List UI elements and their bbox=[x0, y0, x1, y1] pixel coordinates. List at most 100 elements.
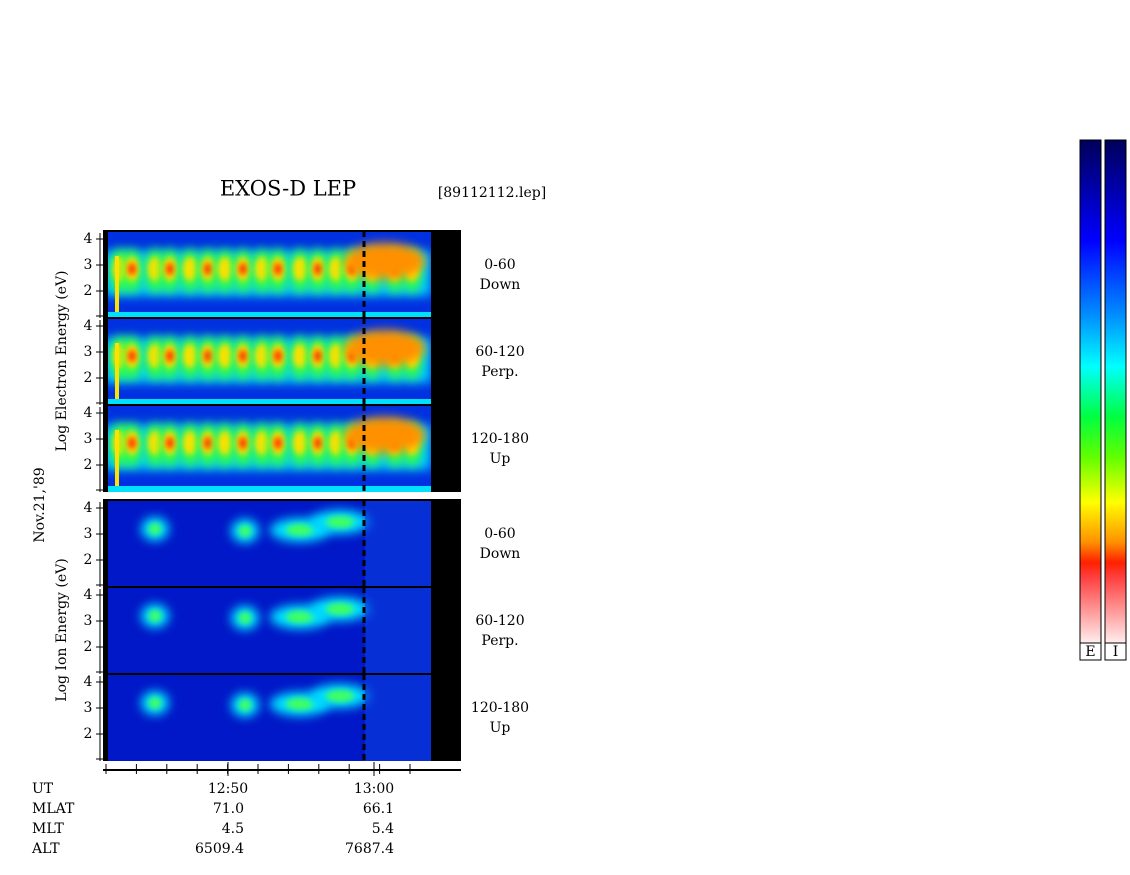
blob bbox=[183, 431, 197, 455]
spike bbox=[115, 256, 119, 316]
ephemeris-value: 6509.4 bbox=[195, 841, 244, 857]
blob bbox=[218, 344, 232, 368]
blob bbox=[149, 697, 161, 709]
spike bbox=[103, 405, 108, 492]
ephemeris-value: 5.4 bbox=[372, 821, 394, 837]
blob bbox=[274, 437, 282, 449]
blob bbox=[239, 263, 247, 275]
colorbar-label: E bbox=[1085, 644, 1095, 660]
blob bbox=[314, 350, 322, 362]
blob bbox=[128, 263, 136, 275]
blob bbox=[345, 243, 425, 279]
panel-range: 120-180 bbox=[471, 431, 529, 447]
blob bbox=[255, 344, 269, 368]
blob bbox=[255, 431, 269, 455]
spectrogram bbox=[103, 231, 431, 318]
blob bbox=[345, 417, 425, 453]
blob bbox=[149, 610, 161, 622]
right-region bbox=[365, 500, 431, 587]
panel-range: 60-120 bbox=[475, 613, 524, 629]
spectrogram bbox=[103, 318, 431, 405]
y-tick-label: 2 bbox=[84, 370, 93, 386]
blob bbox=[326, 690, 354, 702]
spike bbox=[103, 231, 108, 318]
panel-range: 120-180 bbox=[471, 700, 529, 716]
blob bbox=[204, 263, 212, 275]
ephemeris-value: 66.1 bbox=[363, 801, 394, 817]
blob bbox=[128, 437, 136, 449]
blob bbox=[166, 263, 174, 275]
blob bbox=[148, 344, 162, 368]
ephemeris-value: 7687.4 bbox=[345, 841, 394, 857]
blob bbox=[204, 437, 212, 449]
colorbar bbox=[1079, 139, 1102, 644]
blob bbox=[255, 257, 269, 281]
blob bbox=[204, 350, 212, 362]
blob bbox=[293, 431, 307, 455]
y-tick-label: 3 bbox=[84, 526, 93, 542]
ephemeris-label: ALT bbox=[31, 841, 60, 857]
x-tick-label: 13:00 bbox=[354, 781, 394, 797]
y-tick-label: 4 bbox=[84, 318, 93, 334]
blob bbox=[286, 611, 314, 623]
spectrogram bbox=[103, 500, 431, 587]
panel-range: 60-120 bbox=[475, 344, 524, 360]
blob bbox=[239, 612, 251, 624]
colorbar bbox=[1104, 139, 1127, 644]
blob bbox=[148, 257, 162, 281]
blob bbox=[326, 603, 354, 615]
right-region bbox=[365, 674, 431, 761]
y-tick-label: 2 bbox=[84, 726, 93, 742]
blob bbox=[239, 525, 251, 537]
blob bbox=[183, 257, 197, 281]
blob bbox=[218, 257, 232, 281]
spike bbox=[103, 587, 108, 674]
y-tick-label: 4 bbox=[84, 231, 93, 247]
blob bbox=[345, 330, 425, 366]
blob bbox=[326, 516, 354, 528]
ephemeris-label: UT bbox=[32, 781, 54, 797]
y-tick-label: 4 bbox=[84, 674, 93, 690]
floor bbox=[103, 399, 431, 405]
panel-direction: Up bbox=[490, 720, 511, 736]
blob bbox=[128, 350, 136, 362]
file-name: [89112112.lep] bbox=[438, 185, 546, 201]
blob bbox=[149, 523, 161, 535]
y-tick-label: 2 bbox=[84, 283, 93, 299]
spike bbox=[115, 343, 119, 403]
no-data bbox=[431, 405, 461, 492]
panel-direction: Down bbox=[480, 546, 521, 562]
y-tick-label: 3 bbox=[84, 613, 93, 629]
y-tick-label: 3 bbox=[84, 257, 93, 273]
colorbar-label-box bbox=[1079, 642, 1102, 661]
blob bbox=[314, 263, 322, 275]
blob bbox=[218, 431, 232, 455]
spectrogram bbox=[103, 587, 431, 674]
panel-direction: Perp. bbox=[481, 633, 518, 649]
blob bbox=[166, 350, 174, 362]
floor bbox=[103, 486, 431, 492]
y-tick-label: 4 bbox=[84, 587, 93, 603]
no-data bbox=[431, 674, 461, 761]
no-data bbox=[431, 500, 461, 587]
y-tick-label: 3 bbox=[84, 700, 93, 716]
no-data bbox=[431, 318, 461, 405]
right-region bbox=[365, 587, 431, 674]
blob bbox=[274, 263, 282, 275]
floor bbox=[103, 312, 431, 318]
panel-direction: Down bbox=[480, 277, 521, 293]
no-data bbox=[431, 231, 461, 318]
title: EXOS-D LEP bbox=[220, 177, 356, 201]
y-tick-label: 3 bbox=[84, 431, 93, 447]
spike bbox=[115, 430, 119, 490]
ephemeris-value: 71.0 bbox=[213, 801, 244, 817]
y-tick-label: 4 bbox=[84, 500, 93, 516]
blob bbox=[274, 350, 282, 362]
blob bbox=[329, 257, 343, 281]
y-tick-label: 3 bbox=[84, 344, 93, 360]
x-tick-label: 12:50 bbox=[208, 781, 248, 797]
spike bbox=[103, 500, 108, 587]
panel-direction: Up bbox=[490, 451, 511, 467]
blob bbox=[239, 350, 247, 362]
